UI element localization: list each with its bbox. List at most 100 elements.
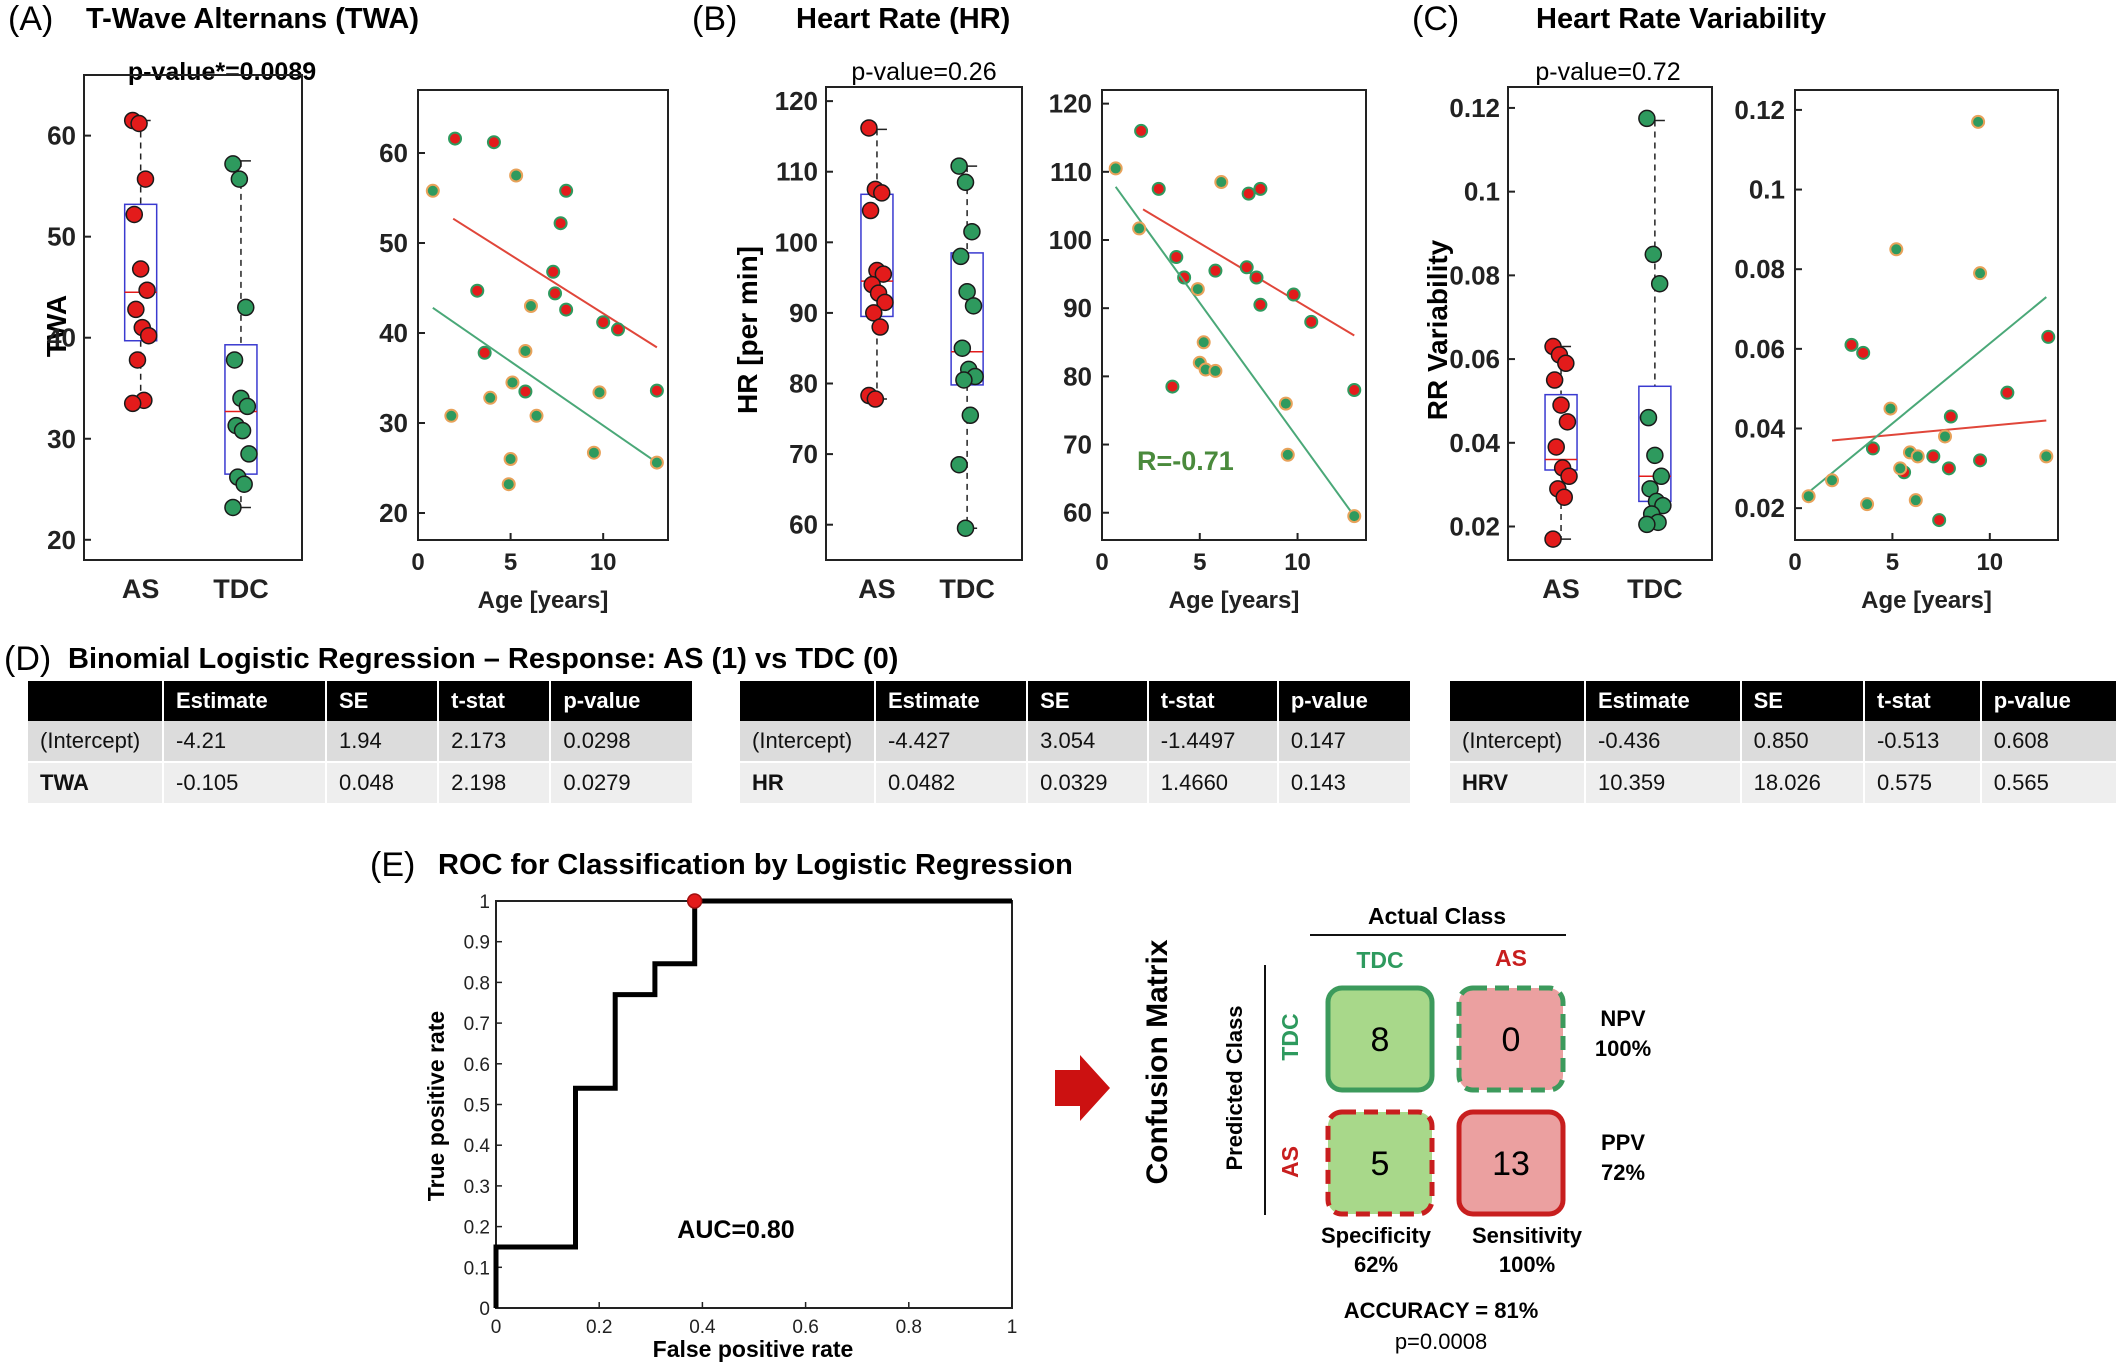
plot-frame: [1507, 86, 1713, 561]
ppv-label: PPV: [1601, 1130, 1645, 1155]
table-header-cell: Estimate: [875, 681, 1029, 721]
panel-b-letter: (B): [692, 0, 737, 38]
table-cell: -0.436: [1585, 721, 1742, 763]
table-header-cell: p-value: [1980, 681, 2118, 721]
data-point: [138, 281, 156, 299]
panel-b-title: Heart Rate (HR): [796, 3, 1010, 35]
data-point-as: [1249, 270, 1264, 285]
table-header-cell: SE: [1740, 681, 1865, 721]
table-row: HR 0.0482 0.0329 1.4660 0.143: [740, 762, 1413, 805]
y-tick-label: 0.2: [464, 1218, 490, 1239]
data-point-tdc: [1825, 473, 1840, 488]
table-cell: -0.105: [163, 762, 327, 805]
data-point-tdc: [1889, 242, 1904, 257]
table-cell: 3.054: [1027, 721, 1149, 763]
confusion-predicted-label: Predicted Class: [1222, 1005, 1247, 1170]
table-cell: 0.0279: [550, 762, 694, 805]
data-point-as: [546, 264, 561, 279]
data-point: [1545, 371, 1564, 389]
y-tick-label: 0.12: [1449, 93, 1500, 123]
y-tick-label: 0.1: [464, 1258, 490, 1279]
table-cell: (Intercept): [28, 721, 164, 763]
roc-ylabel: True positive rate: [423, 1011, 449, 1201]
table-cell: HR: [740, 762, 876, 805]
panel-e-letter: (E): [370, 846, 415, 884]
data-point: [1646, 446, 1664, 465]
data-point-as: [1844, 337, 1859, 352]
data-point: [230, 170, 249, 188]
x-tick-label: 10: [1976, 549, 2003, 576]
y-tick-label: 60: [379, 138, 408, 168]
table-row: (Intercept) -4.427 3.054 -1.4497 0.147: [740, 721, 1413, 763]
data-point: [225, 351, 244, 369]
y-tick-label: 0.06: [1734, 334, 1785, 364]
data-point-tdc: [1278, 396, 1293, 411]
data-point-tdc: [1910, 449, 1925, 464]
panel-c-ylabel: RR Variability: [1422, 239, 1453, 420]
table-header-cell: [28, 681, 164, 721]
data-point: [951, 247, 970, 266]
plot-frame: [417, 89, 669, 541]
fit-line-as: [452, 217, 658, 349]
x-tick-label: 1: [1007, 1317, 1018, 1338]
table-header-cell: Estimate: [163, 681, 327, 721]
y-tick-label: 120: [1049, 89, 1092, 119]
fit-line-as: [1831, 419, 2047, 442]
data-point-as: [1169, 250, 1184, 265]
roc-auc-label: AUC=0.80: [677, 1216, 794, 1244]
y-tick-label: 0.4: [464, 1136, 491, 1157]
data-point-as: [448, 131, 463, 146]
data-point-tdc: [1938, 429, 1953, 444]
x-category-label: AS: [122, 574, 160, 604]
data-point-tdc: [483, 390, 498, 405]
data-point-as: [1856, 345, 1871, 360]
table-cell: HRV: [1450, 762, 1586, 805]
y-tick-label: 0: [479, 1299, 490, 1320]
plot-frame: [1794, 89, 2059, 541]
table-cell: -4.427: [875, 721, 1029, 763]
table-cell: 0.143: [1277, 762, 1413, 805]
table-cell: 0.0482: [875, 762, 1029, 805]
data-point: [961, 406, 980, 425]
panel-c-letter: (C): [1412, 0, 1459, 38]
data-point-as: [559, 302, 574, 317]
hr-age-scatter: 60 70 80 90 100 110 120 0 5 10 Age [years]: [1049, 89, 1367, 614]
x-tick-label: 5: [504, 549, 517, 576]
roc-curve: [493, 898, 1012, 1308]
y-tick-label: 0.12: [1734, 95, 1785, 125]
data-point-as: [1865, 441, 1880, 456]
data-point: [1644, 245, 1663, 264]
data-point-as: [548, 286, 563, 301]
x-tick-label: 0.4: [689, 1317, 716, 1338]
npv-value: 100%: [1595, 1036, 1651, 1061]
y-tick-label: 110: [776, 157, 818, 187]
data-point: [125, 205, 144, 224]
y-tick-label: 0.04: [1734, 413, 1785, 443]
y-tick-label: 110: [1050, 157, 1092, 187]
data-point: [123, 394, 142, 413]
data-point-tdc: [505, 375, 520, 390]
data-point-tdc: [592, 385, 607, 400]
table-cell: -0.513: [1863, 721, 1982, 763]
data-point: [1558, 413, 1577, 431]
table-cell: 0.850: [1740, 721, 1865, 763]
data-point: [238, 397, 257, 416]
table-cell: 0.575: [1863, 762, 1982, 805]
x-tick-label: 0.6: [792, 1317, 818, 1338]
hr-correlation-label: R=-0.71: [1137, 446, 1234, 476]
data-point-tdc: [1132, 221, 1147, 236]
table-cell: 0.565: [1980, 762, 2118, 805]
x-tick-label: 0: [491, 1317, 502, 1338]
data-point: [860, 119, 878, 137]
data-point: [224, 155, 242, 173]
data-point-tdc: [518, 344, 533, 358]
table-header-cell: t-stat: [438, 681, 552, 721]
plot-frame: [1101, 89, 1367, 541]
x-category-label: TDC: [939, 574, 995, 604]
col-label-tdc: TDC: [1356, 947, 1403, 973]
data-point: [955, 371, 973, 389]
data-point: [233, 421, 252, 440]
panel-d-letter: (D): [4, 640, 51, 678]
operating-point: [686, 893, 703, 909]
table-cell: 2.173: [438, 721, 552, 763]
